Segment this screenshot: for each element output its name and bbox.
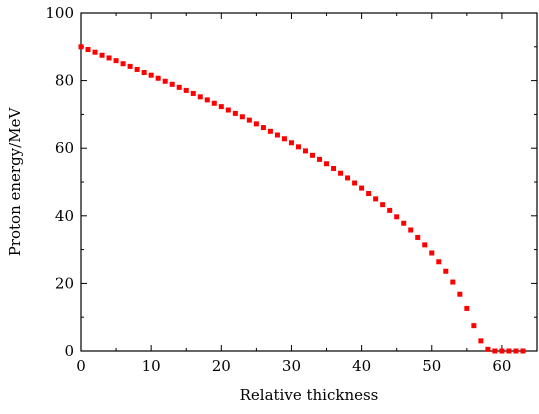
data-point — [415, 234, 421, 240]
data-point — [499, 348, 505, 354]
data-point — [373, 196, 379, 202]
data-point — [274, 132, 280, 138]
data-point — [134, 66, 140, 72]
y-tick-label: 40 — [55, 207, 74, 225]
y-tick-label: 20 — [55, 274, 74, 292]
data-point — [155, 75, 161, 81]
y-axis-label: Proton energy/MeV — [6, 107, 24, 257]
data-point — [331, 165, 337, 171]
data-point — [387, 207, 393, 213]
data-point — [394, 214, 400, 220]
data-point — [204, 97, 210, 103]
data-point — [436, 259, 442, 265]
data-point — [464, 305, 470, 311]
data-point — [92, 49, 98, 55]
data-points — [78, 44, 526, 354]
data-point — [225, 107, 231, 113]
data-point — [401, 220, 407, 226]
data-point — [324, 161, 330, 167]
data-point — [485, 346, 491, 352]
data-point — [422, 242, 428, 248]
data-point — [359, 185, 365, 191]
data-point — [232, 110, 238, 116]
data-point — [141, 69, 147, 75]
data-point — [450, 279, 456, 285]
data-point — [260, 125, 266, 131]
data-point — [513, 348, 519, 354]
data-point — [295, 144, 301, 150]
x-tick-label: 60 — [492, 357, 511, 375]
y-tick-label: 0 — [64, 342, 74, 360]
data-point — [302, 148, 308, 154]
data-point — [380, 202, 386, 208]
data-point — [338, 170, 344, 176]
data-point — [366, 190, 372, 196]
data-point — [457, 291, 463, 297]
data-point — [211, 100, 217, 106]
data-point — [113, 58, 119, 64]
data-point — [281, 136, 287, 142]
x-tick-label: 40 — [352, 357, 371, 375]
data-point — [267, 128, 273, 134]
data-point — [197, 94, 203, 100]
y-tick-label: 80 — [55, 72, 74, 90]
axis-ticks — [80, 12, 537, 352]
data-point — [127, 63, 133, 69]
data-point — [310, 152, 316, 158]
y-tick-label: 100 — [45, 4, 74, 22]
data-point — [345, 175, 351, 181]
data-point — [492, 348, 498, 354]
data-point — [408, 227, 414, 233]
data-point — [99, 52, 105, 58]
x-tick-label: 30 — [282, 357, 301, 375]
x-tick-label: 0 — [76, 357, 86, 375]
data-point — [246, 117, 252, 123]
plot-frame — [80, 12, 538, 352]
data-point — [78, 44, 84, 50]
x-axis-label: Relative thickness — [240, 386, 379, 404]
data-point — [443, 268, 449, 274]
data-point — [471, 323, 477, 329]
data-point — [218, 104, 224, 110]
data-point — [520, 348, 526, 354]
data-point — [352, 180, 358, 186]
data-point — [239, 114, 245, 120]
data-point — [162, 78, 168, 84]
data-point — [317, 156, 323, 162]
x-tick-label: 10 — [142, 357, 161, 375]
plot-border — [80, 12, 538, 352]
data-point — [176, 84, 182, 90]
x-tick-label: 20 — [212, 357, 231, 375]
data-point — [120, 61, 126, 67]
data-point — [253, 121, 259, 127]
data-point — [288, 140, 294, 146]
x-tick-label: 50 — [422, 357, 441, 375]
data-point — [183, 87, 189, 93]
data-point — [506, 348, 512, 354]
data-point — [85, 47, 91, 53]
data-point — [478, 338, 484, 344]
data-point — [429, 250, 435, 256]
data-point — [106, 55, 112, 61]
data-point — [169, 81, 175, 87]
y-tick-label: 60 — [55, 139, 74, 157]
data-point — [190, 90, 196, 96]
data-point — [148, 72, 154, 78]
axis-tick-labels: 0 10 20 30 40 50 60 0 20 40 60 80 100 — [45, 4, 511, 375]
